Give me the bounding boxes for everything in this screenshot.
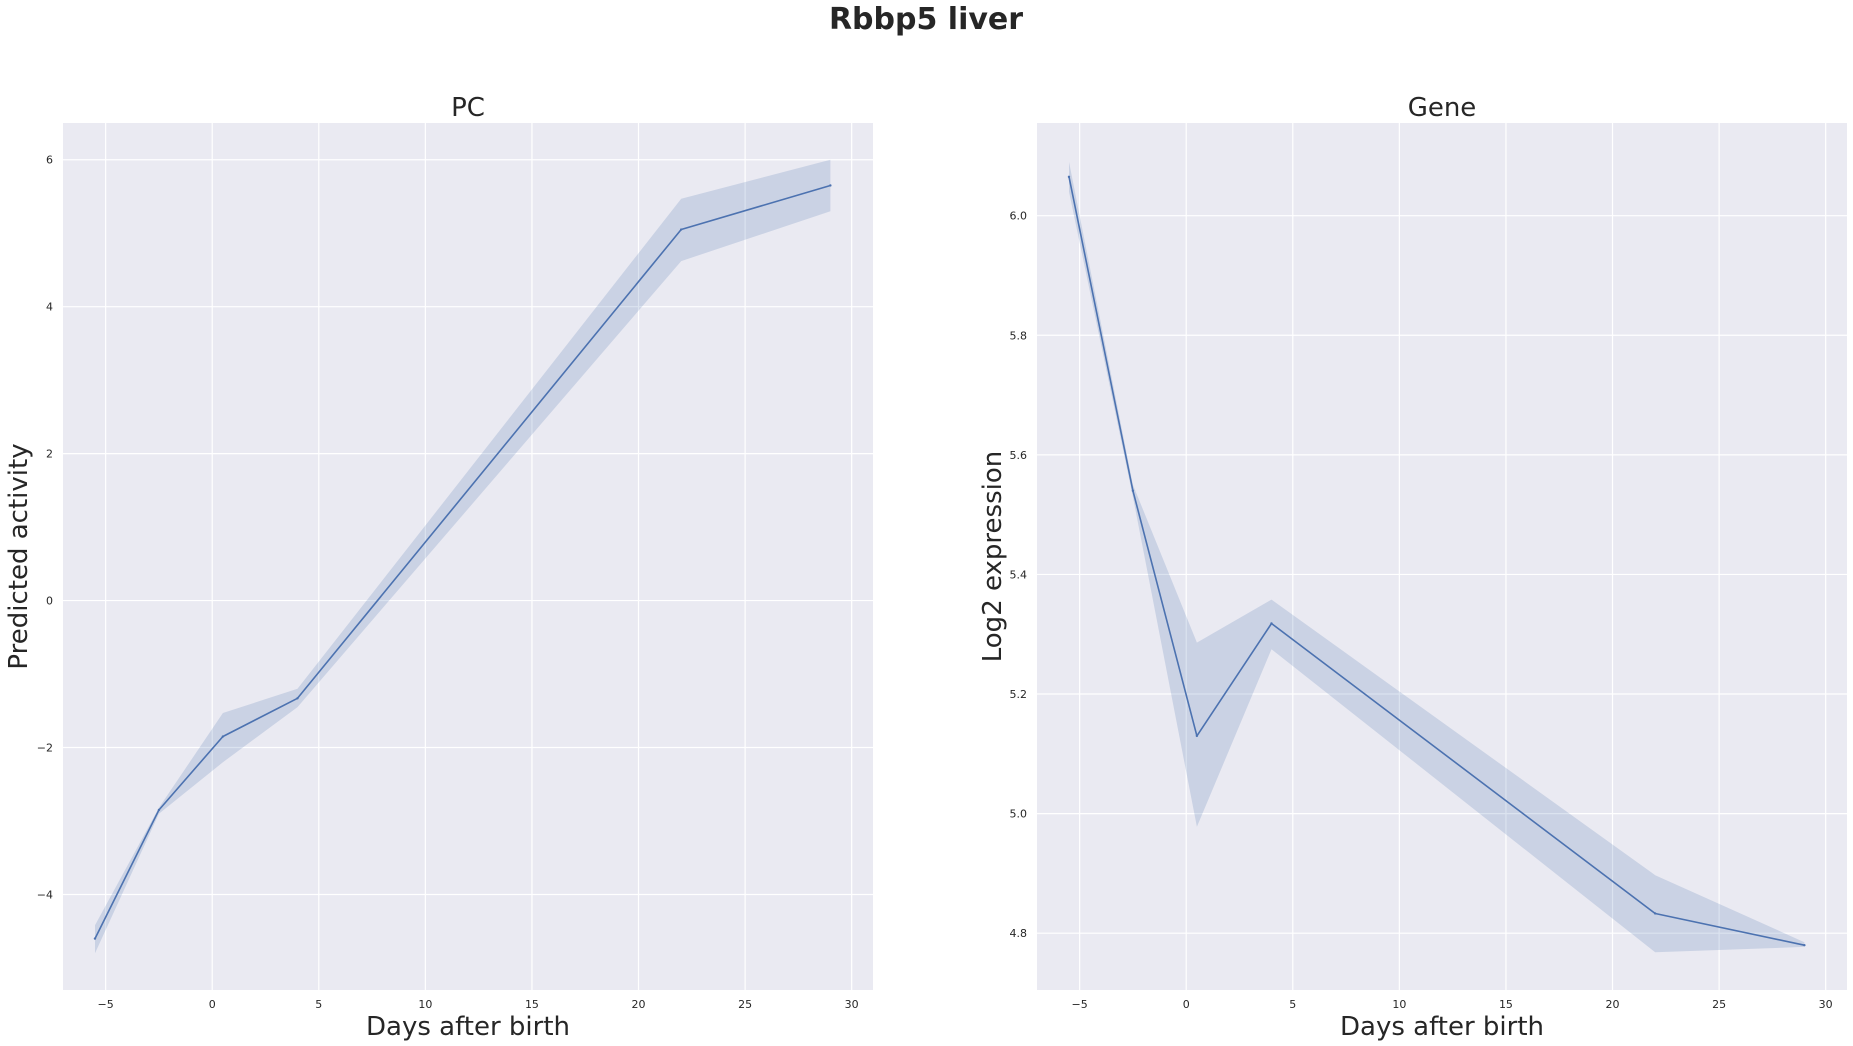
gene-panel-title: Gene (1408, 93, 1477, 123)
gene-y-tick-label: 5.2 (1010, 688, 1028, 701)
gene-x-tick-label: 25 (1712, 998, 1726, 1011)
gene-x-tick-label: 5 (1289, 998, 1296, 1011)
gene-x-tick-label: 30 (1819, 998, 1833, 1011)
pc-data-point (679, 228, 683, 231)
gene-x-tick-label: 10 (1392, 998, 1406, 1011)
gene-x-tick-label: 0 (1183, 998, 1190, 1011)
pc-x-tick-label: 30 (845, 998, 859, 1011)
pc-x-tick-label: 20 (632, 998, 646, 1011)
gene-y-tick-label: 5.4 (1010, 568, 1028, 581)
pc-x-tick-label: 25 (738, 998, 752, 1011)
pc-y-tick-label: 2 (46, 448, 53, 461)
pc-data-point (296, 697, 299, 700)
pc-y-tick-label: −2 (37, 742, 53, 755)
pc-data-point (829, 184, 832, 187)
gene-data-point (1067, 175, 1071, 179)
pc-x-tick-label: 0 (209, 998, 216, 1011)
gene-y-tick-label: 6.0 (1010, 210, 1028, 223)
gene-y-tick-label: 5.0 (1010, 808, 1028, 821)
gene-data-point (1653, 912, 1657, 915)
pc-x-tick-label: 10 (418, 998, 432, 1011)
gene-x-axis-label: Days after birth (1340, 1012, 1544, 1042)
pc-data-point (93, 937, 97, 940)
pc-y-axis-label: Predicted activity (4, 443, 34, 669)
pc-x-tick-label: −5 (98, 998, 114, 1011)
figure-title: Rbbp5 liver (829, 2, 1023, 37)
pc-y-tick-label: 6 (46, 154, 53, 167)
pc-panel-title: PC (451, 93, 485, 123)
gene-x-tick-label: 20 (1606, 998, 1620, 1011)
gene-series-line (1068, 176, 1805, 946)
pc-panel: −5 0 5 10 15 20 25 30 −4 −2 0 2 4 6 PC Days after birth… (4, 93, 873, 1042)
gene-data-point (1131, 489, 1135, 492)
pc-y-tick-label: 4 (46, 301, 53, 314)
pc-series-line (94, 184, 831, 939)
gene-data-point (1195, 734, 1199, 738)
gene-y-tick-label: 5.6 (1010, 449, 1028, 462)
pc-plot-area (63, 123, 873, 990)
gene-panel: −5 0 5 10 15 20 25 30 4.8 5.0 5.2 5.4 5.6 5.8 6.0 Gene D… (978, 93, 1847, 1042)
pc-x-axis-label: Days after birth (366, 1012, 570, 1042)
gene-y-tick-label: 4.8 (1010, 927, 1028, 940)
gene-plot-area (1037, 123, 1847, 990)
gene-x-tick-label: −5 (1072, 998, 1088, 1011)
gene-y-axis-label: Log2 expression (978, 451, 1008, 663)
gene-data-point (1270, 622, 1273, 625)
gene-x-tick-label: 15 (1499, 998, 1513, 1011)
gene-y-tick-label: 5.8 (1010, 329, 1028, 342)
pc-data-point (221, 735, 225, 738)
pc-y-tick-label: −4 (37, 888, 53, 901)
pc-x-tick-label: 5 (315, 998, 322, 1011)
gene-data-point (1803, 943, 1806, 947)
pc-y-tick-label: 0 (46, 595, 53, 608)
pc-x-tick-label: 15 (525, 998, 539, 1011)
pc-data-point (157, 808, 161, 812)
